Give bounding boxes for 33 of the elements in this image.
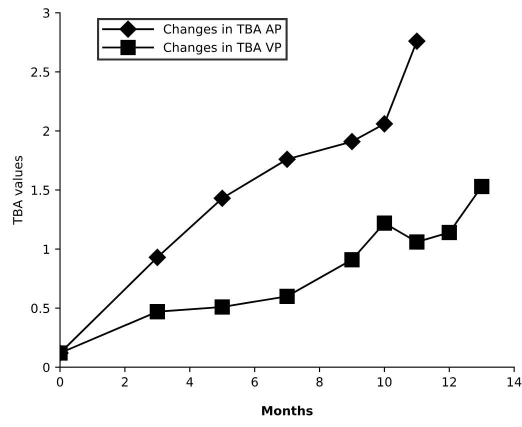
x-tick-label: 14 (508, 377, 522, 386)
x-tick-label: 4 (186, 377, 194, 386)
x-tick-label: 8 (316, 377, 323, 387)
y-tick-label: 2.5 (31, 67, 50, 77)
x-tick-label: 0 (56, 377, 64, 387)
legend-label: Changes in TBA VP (164, 42, 282, 55)
point (376, 115, 393, 132)
y-tick-label: 2 (43, 126, 50, 136)
point (150, 304, 165, 320)
y-tick-label: 1 (44, 244, 50, 254)
point (343, 133, 361, 150)
x-tick-label: 6 (252, 377, 258, 387)
point (148, 248, 166, 266)
point (278, 150, 296, 168)
legend-label: Changes in TBA AP (164, 24, 282, 36)
y-tick-label: 3 (43, 8, 50, 18)
x-tick-label: 2 (122, 377, 128, 386)
point (214, 299, 230, 315)
x-tick-label: 12 (442, 377, 456, 386)
point (409, 234, 424, 250)
y-tick-label: 1.5 (32, 186, 50, 195)
point (214, 190, 231, 207)
point (408, 32, 426, 50)
point (344, 252, 360, 268)
y-tick-label: 0.5 (31, 304, 50, 314)
point (442, 224, 457, 240)
y-axis-title: TBA values (12, 156, 22, 225)
x-tick-label: 10 (378, 377, 392, 387)
point (474, 178, 490, 194)
x-axis-title: Months (262, 406, 313, 416)
point (376, 215, 392, 231)
point (279, 288, 295, 304)
y-tick-label: 0 (43, 362, 50, 372)
